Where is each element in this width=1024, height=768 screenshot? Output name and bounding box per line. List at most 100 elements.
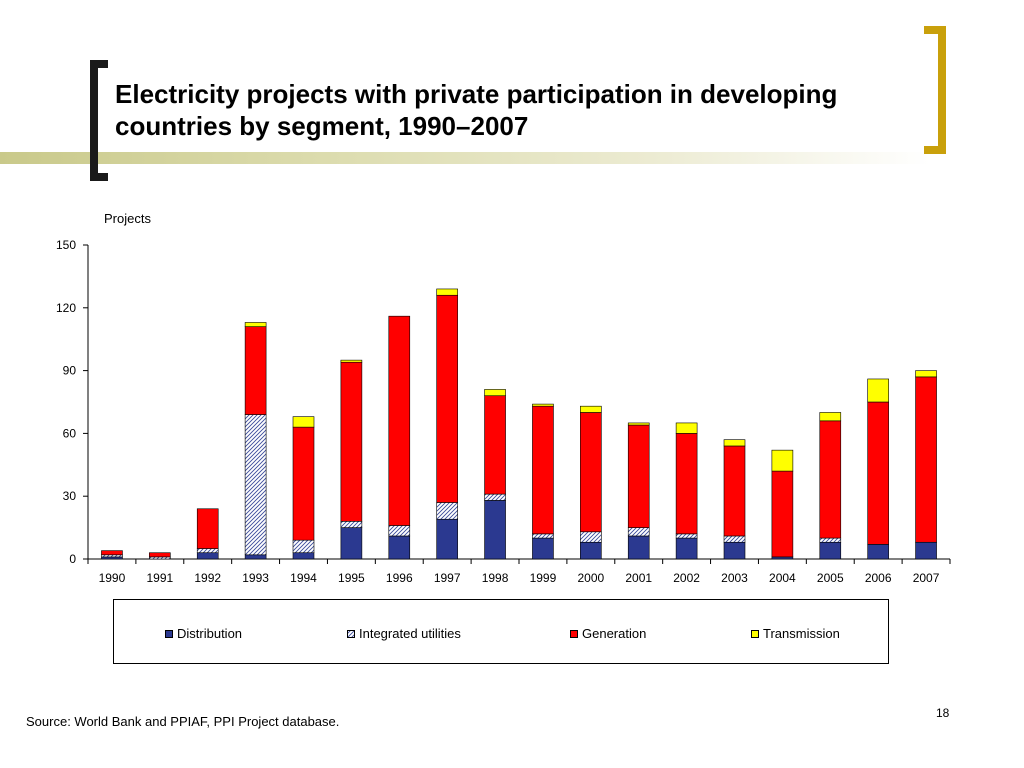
bar-segment-integrated-utilities-1996 <box>388 525 411 537</box>
y-axis: 0 30 60 90 120 150 <box>56 238 89 566</box>
bar-segment-integrated-utilities-2000 <box>580 531 602 543</box>
bar-segment-integrated-utilities-1993 <box>244 414 267 556</box>
y-tick-label: 30 <box>63 489 77 503</box>
y-tick-label: 120 <box>56 301 76 315</box>
bar-segment-generation-2002 <box>675 433 698 535</box>
bar-segment-generation-1992 <box>196 508 219 549</box>
bar-segment-transmission-1994 <box>292 416 315 428</box>
bar-segment-generation-2001 <box>627 424 650 528</box>
x-tick-label: 2006 <box>865 571 892 585</box>
legend-item-generation: Generation <box>570 626 646 641</box>
legend-swatch-integrated-utilities <box>347 629 355 638</box>
bar-segment-distribution-2003 <box>723 541 746 560</box>
bar-segment-distribution-2007 <box>915 541 937 560</box>
bar-segment-generation-2000 <box>580 412 602 533</box>
bar-segment-transmission-2002 <box>675 422 698 434</box>
bar-segment-generation-1998 <box>484 395 506 495</box>
decorative-band <box>0 152 930 164</box>
x-tick-label: 1990 <box>99 571 126 585</box>
bar-segment-distribution-1998 <box>484 500 506 560</box>
bar-segment-integrated-utilities-2002 <box>675 533 698 539</box>
legend-item-transmission: Transmission <box>751 626 840 641</box>
bar-segment-integrated-utilities-1990 <box>101 554 123 558</box>
bar-segment-generation-1991 <box>149 552 171 558</box>
x-tick-label: 1994 <box>290 571 317 585</box>
bar-segment-generation-2003 <box>723 445 746 537</box>
x-tick-label: 2004 <box>769 571 796 585</box>
legend-label-integrated-utilities: Integrated utilities <box>359 626 461 641</box>
bar-segment-distribution-2004 <box>771 556 794 560</box>
bar-segment-generation-1997 <box>436 294 458 503</box>
bar-segment-transmission-2000 <box>580 405 602 413</box>
bar-segment-distribution-2001 <box>627 535 650 560</box>
bar-segment-transmission-1997 <box>436 288 458 296</box>
x-tick-label: 1991 <box>146 571 173 585</box>
bar-segment-integrated-utilities-1992 <box>196 548 219 554</box>
source-note: Source: World Bank and PPIAF, PPI Projec… <box>26 714 340 729</box>
bar-segment-integrated-utilities-2001 <box>627 527 650 537</box>
bar-segment-generation-1990 <box>101 550 123 556</box>
y-tick-label: 150 <box>56 238 76 252</box>
left-bracket-decoration <box>90 60 108 181</box>
bar-segment-transmission-2001 <box>627 422 650 426</box>
bar-segment-generation-1999 <box>532 405 554 535</box>
bar-segment-transmission-1993 <box>244 322 267 327</box>
bar-segment-transmission-2004 <box>771 449 794 472</box>
bar-segment-generation-1993 <box>244 326 267 415</box>
x-tick-label: 1992 <box>194 571 221 585</box>
bar-segment-generation-1995 <box>340 361 363 522</box>
bar-segment-generation-2004 <box>771 470 794 558</box>
bar-segment-integrated-utilities-1991 <box>149 556 171 560</box>
bars <box>101 288 937 560</box>
x-tick-label: 2005 <box>817 571 844 585</box>
bar-segment-generation-1996 <box>388 315 411 526</box>
legend-label-generation: Generation <box>582 626 647 641</box>
right-bracket-decoration <box>924 26 946 154</box>
bar-segment-distribution-2006 <box>867 544 889 560</box>
x-tick-label: 1998 <box>482 571 509 585</box>
bar-segment-transmission-2006 <box>867 378 889 403</box>
slide-title: Electricity projects with private partic… <box>115 79 838 141</box>
bar-segment-distribution-1992 <box>196 552 219 560</box>
bar-segment-generation-2006 <box>867 401 889 545</box>
bar-segment-distribution-1994 <box>292 552 315 560</box>
y-tick-label: 0 <box>69 552 76 566</box>
legend-swatch-transmission <box>751 629 759 638</box>
x-tick-label: 2003 <box>721 571 748 585</box>
bar-segment-integrated-utilities-1997 <box>436 502 458 520</box>
chart-legend: Distribution Integrated utilities Genera… <box>113 599 889 664</box>
page-number: 18 <box>936 706 950 720</box>
y-tick-label: 60 <box>63 426 77 440</box>
bar-segment-transmission-1999 <box>532 403 554 407</box>
bar-segment-integrated-utilities-1998 <box>484 493 506 501</box>
bar-segment-distribution-1996 <box>388 535 411 560</box>
bar-segment-transmission-2003 <box>723 439 746 447</box>
bar-segment-transmission-1995 <box>340 359 363 363</box>
x-tick-label: 2002 <box>673 571 700 585</box>
legend-item-integrated-utilities: Integrated utilities <box>347 626 461 641</box>
x-axis: 1990 1991 1992 1993 1994 1995 1996 1997 1998 1999… <box>87 558 951 585</box>
bar-segment-transmission-2007 <box>915 370 937 378</box>
legend-swatch-generation <box>570 629 578 638</box>
bar-segment-distribution-1997 <box>436 518 458 560</box>
bar-segment-integrated-utilities-1994 <box>292 539 315 554</box>
y-axis-label: Projects <box>104 211 151 226</box>
bar-segment-distribution-2005 <box>819 541 842 560</box>
bar-segment-distribution-2002 <box>675 537 698 560</box>
bar-segment-distribution-1995 <box>340 527 363 560</box>
bar-segment-integrated-utilities-2005 <box>819 537 842 543</box>
x-tick-label: 1993 <box>242 571 269 585</box>
x-tick-label: 2000 <box>577 571 604 585</box>
bar-segment-integrated-utilities-1999 <box>532 533 554 539</box>
bar-segment-generation-1994 <box>292 426 315 541</box>
x-tick-label: 2001 <box>625 571 652 585</box>
legend-swatch-distribution <box>165 629 173 638</box>
bar-segment-distribution-1999 <box>532 537 554 560</box>
bar-segment-distribution-1990 <box>101 556 123 560</box>
bar-segment-transmission-2005 <box>819 412 842 422</box>
bar-segment-distribution-2000 <box>580 541 602 560</box>
x-tick-label: 1995 <box>338 571 365 585</box>
bar-segment-integrated-utilities-1995 <box>340 521 363 528</box>
x-tick-label: 1996 <box>386 571 413 585</box>
